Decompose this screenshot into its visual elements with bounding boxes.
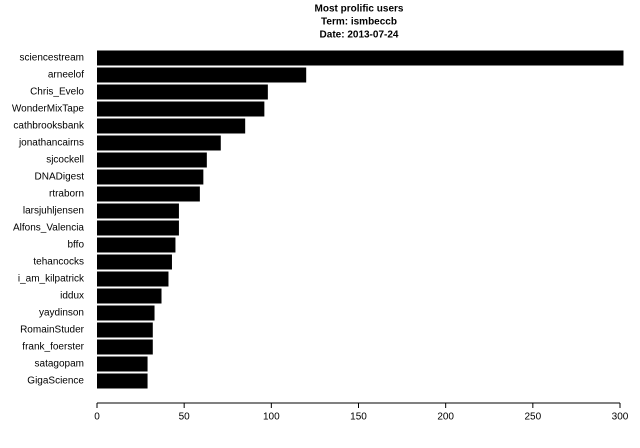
y-tick-label: arneelof bbox=[48, 70, 84, 81]
bar bbox=[97, 322, 153, 338]
y-tick-label: sjcockell bbox=[46, 155, 84, 166]
x-tick-label: 200 bbox=[437, 412, 454, 423]
bar bbox=[97, 186, 200, 202]
y-tick-label: yaydinson bbox=[39, 308, 84, 319]
bar bbox=[97, 373, 148, 389]
y-tick-label: sciencestream bbox=[20, 53, 84, 64]
y-tick-label: rtraborn bbox=[49, 189, 84, 200]
y-tick-label: GigaScience bbox=[27, 376, 84, 387]
y-tick-label: bffo bbox=[68, 240, 85, 251]
x-tick-label: 300 bbox=[612, 412, 629, 423]
bar bbox=[97, 203, 179, 219]
bar bbox=[97, 152, 207, 168]
y-tick-label: cathbrooksbank bbox=[13, 121, 85, 132]
x-tick-label: 100 bbox=[263, 412, 280, 423]
bar bbox=[97, 305, 155, 321]
bar bbox=[97, 220, 179, 236]
y-tick-label: Alfons_Valencia bbox=[13, 223, 84, 234]
bar bbox=[97, 339, 153, 355]
y-tick-label: Chris_Evelo bbox=[30, 87, 84, 98]
bar bbox=[97, 356, 148, 372]
bar bbox=[97, 118, 246, 134]
y-tick-label: tehancocks bbox=[33, 257, 84, 268]
x-tick-label: 0 bbox=[94, 412, 100, 423]
bar bbox=[97, 271, 169, 287]
y-tick-label: i_am_kilpatrick bbox=[18, 274, 85, 285]
bar bbox=[97, 67, 307, 83]
bar bbox=[97, 101, 265, 117]
y-tick-label: iddux bbox=[60, 291, 84, 302]
y-tick-label: larsjuhljensen bbox=[23, 206, 84, 217]
x-tick-label: 50 bbox=[179, 412, 191, 423]
y-tick-label: DNADigest bbox=[35, 172, 85, 183]
y-tick-label: jonathancairns bbox=[18, 138, 84, 149]
x-tick-label: 150 bbox=[350, 412, 367, 423]
y-tick-label: satagopam bbox=[35, 359, 84, 370]
bar bbox=[97, 169, 204, 185]
y-tick-label: WonderMixTape bbox=[12, 104, 85, 115]
chart-title: Most prolific users bbox=[315, 4, 404, 15]
bar bbox=[97, 84, 268, 100]
bar bbox=[97, 288, 162, 304]
x-tick-label: 250 bbox=[524, 412, 541, 423]
chart-subtitle: Term: ismbeccb bbox=[321, 17, 397, 28]
chart-subtitle: Date: 2013-07-24 bbox=[320, 30, 399, 41]
bar bbox=[97, 50, 624, 66]
bar bbox=[97, 254, 172, 270]
y-tick-label: frank_foerster bbox=[22, 342, 84, 353]
y-tick-label: RomainStuder bbox=[20, 325, 85, 336]
bar bbox=[97, 135, 221, 151]
bar bbox=[97, 237, 176, 253]
